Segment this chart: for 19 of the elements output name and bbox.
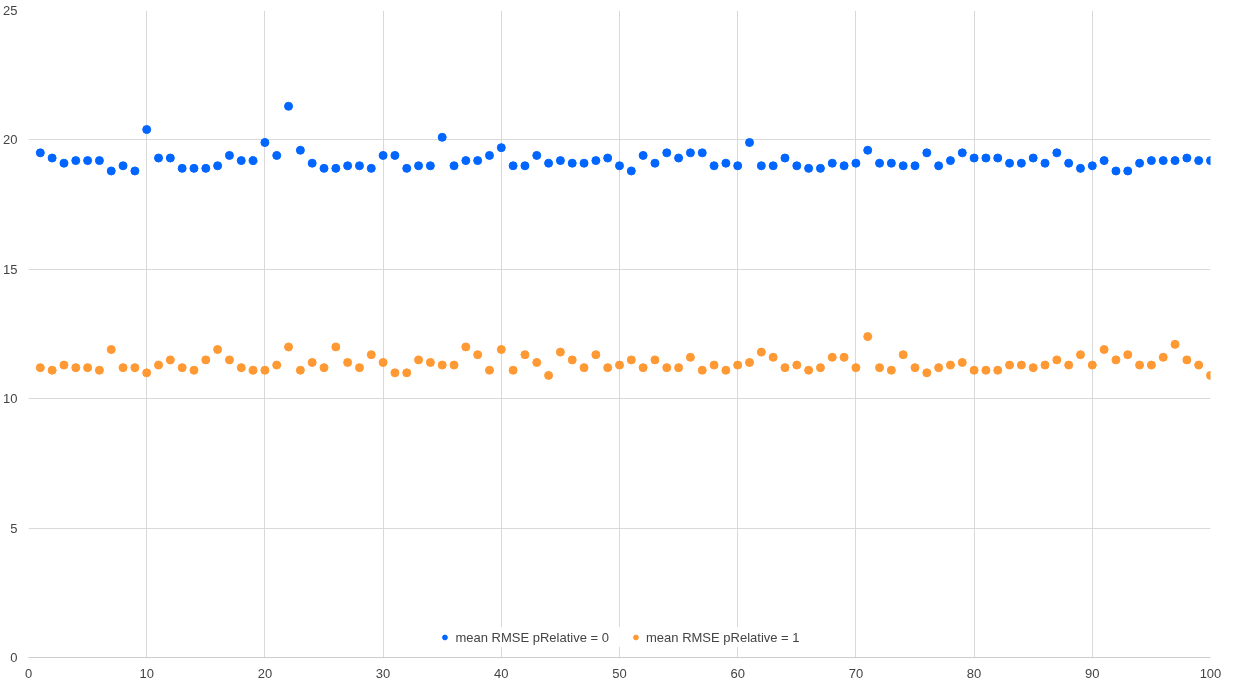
legend-label: mean RMSE pRelative = 0: [455, 629, 609, 645]
y-tick-label: 5: [10, 520, 18, 536]
y-tick-label: 10: [3, 391, 18, 407]
x-tick-label: 60: [730, 665, 745, 681]
y-tick-label: 15: [3, 261, 18, 277]
y-tick-label: 25: [3, 3, 18, 18]
x-tick-label: 20: [257, 665, 273, 681]
x-tick-label: 10: [139, 665, 154, 681]
x-tick-label: 0: [24, 665, 33, 681]
x-tick-label: 70: [848, 665, 864, 681]
y-tick-label: 0: [10, 650, 18, 665]
x-tick-label: 90: [1085, 665, 1100, 681]
legend-label: mean RMSE pRelative = 1: [646, 629, 800, 645]
x-tick-label: 30: [375, 665, 391, 681]
x-tick-label: 40: [494, 665, 509, 681]
x-tick-label: 50: [612, 665, 627, 681]
x-tick-label: 80: [966, 665, 982, 681]
x-tick-label: 100: [1199, 665, 1222, 681]
y-tick-label: 20: [3, 132, 18, 148]
